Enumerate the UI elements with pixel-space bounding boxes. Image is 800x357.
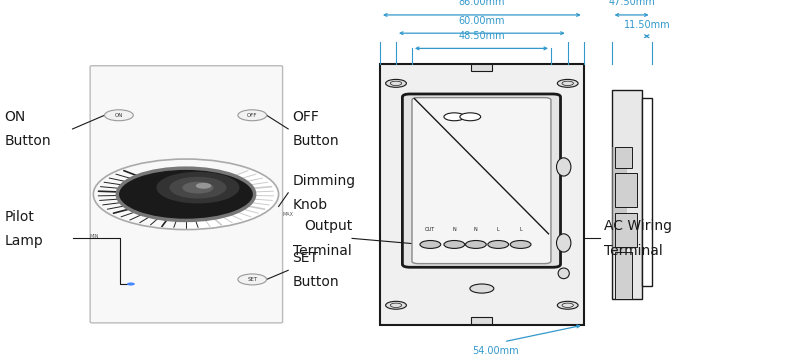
Text: AC Wiring: AC Wiring: [604, 219, 672, 233]
FancyBboxPatch shape: [90, 66, 282, 323]
Text: OUT: OUT: [426, 227, 435, 232]
Circle shape: [105, 110, 134, 121]
Text: L: L: [497, 227, 500, 232]
Ellipse shape: [557, 234, 571, 252]
Text: N: N: [474, 227, 478, 232]
Text: Button: Button: [5, 134, 51, 148]
Bar: [612, 90, 642, 299]
Text: SET: SET: [247, 277, 258, 282]
Text: ON: ON: [114, 113, 123, 118]
Circle shape: [460, 113, 481, 121]
Text: MAX: MAX: [282, 212, 294, 217]
Text: Button: Button: [292, 134, 339, 148]
Text: 54.00mm: 54.00mm: [473, 346, 519, 356]
Text: 47.50mm: 47.50mm: [608, 0, 655, 7]
Ellipse shape: [558, 268, 570, 279]
Text: MIN: MIN: [90, 234, 99, 239]
Bar: [613, 147, 627, 252]
Circle shape: [510, 241, 531, 248]
Text: SET: SET: [292, 251, 318, 265]
Circle shape: [170, 177, 226, 198]
Text: Knob: Knob: [292, 198, 327, 212]
Circle shape: [488, 241, 509, 248]
Circle shape: [444, 241, 465, 248]
Text: 86.00mm: 86.00mm: [458, 0, 505, 7]
Text: Output: Output: [304, 219, 352, 233]
Text: Button: Button: [292, 276, 339, 290]
Text: Terminal: Terminal: [294, 243, 352, 257]
Text: OFF: OFF: [292, 110, 319, 124]
Text: N: N: [453, 227, 456, 232]
Circle shape: [558, 301, 578, 309]
Text: Lamp: Lamp: [5, 233, 43, 247]
Bar: [642, 97, 651, 286]
Circle shape: [420, 241, 441, 248]
Circle shape: [558, 79, 578, 87]
Text: OFF: OFF: [247, 113, 258, 118]
Text: Pilot: Pilot: [5, 210, 34, 224]
Circle shape: [466, 241, 486, 248]
Wedge shape: [186, 170, 278, 229]
Bar: [615, 213, 637, 247]
Text: 60.00mm: 60.00mm: [458, 16, 505, 26]
Text: ON: ON: [5, 110, 26, 124]
Circle shape: [157, 172, 239, 203]
Bar: [615, 174, 637, 207]
Bar: [615, 252, 632, 299]
Circle shape: [238, 274, 266, 285]
Text: Terminal: Terminal: [604, 243, 662, 257]
Circle shape: [386, 79, 406, 87]
Bar: [471, 317, 492, 324]
FancyBboxPatch shape: [412, 97, 551, 263]
Circle shape: [470, 284, 494, 293]
Circle shape: [127, 282, 135, 286]
Ellipse shape: [557, 158, 571, 176]
Text: L: L: [519, 227, 522, 232]
Bar: [471, 65, 492, 71]
Circle shape: [386, 301, 406, 309]
FancyBboxPatch shape: [402, 94, 561, 267]
Text: 11.50mm: 11.50mm: [623, 20, 670, 30]
Circle shape: [444, 113, 465, 121]
Bar: [615, 147, 632, 168]
Bar: [380, 64, 584, 325]
Circle shape: [118, 168, 254, 221]
Circle shape: [238, 110, 266, 121]
Text: Dimming: Dimming: [292, 174, 355, 188]
Text: 48.50mm: 48.50mm: [458, 31, 505, 41]
Circle shape: [182, 182, 214, 193]
Circle shape: [196, 183, 211, 189]
